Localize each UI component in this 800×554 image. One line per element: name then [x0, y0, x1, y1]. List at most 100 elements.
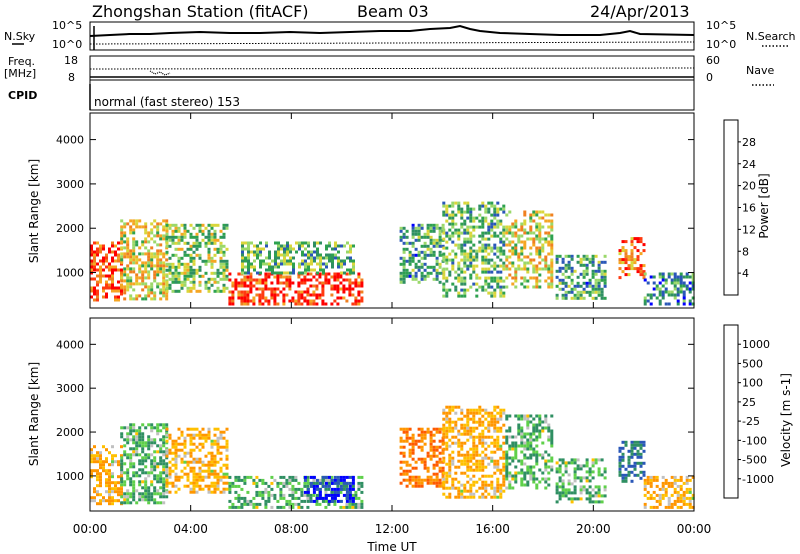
data-cell-velocity-3	[288, 487, 292, 491]
data-cell-power-8	[597, 287, 601, 291]
data-cell-velocity-10	[646, 478, 650, 482]
data-cell-power-6	[499, 270, 503, 274]
data-cell-power-1	[138, 246, 142, 250]
data-cell-velocity-6	[499, 456, 503, 460]
data-cell-power-10	[670, 281, 674, 285]
data-cell-velocity-1	[150, 492, 154, 496]
data-cell-velocity-3	[336, 484, 340, 488]
data-cell-velocity-3	[264, 505, 268, 509]
data-cell-velocity-5	[438, 457, 442, 461]
data-cell-power-8	[594, 296, 598, 300]
data-cell-velocity-5	[426, 430, 430, 434]
data-cell-power-4	[322, 256, 325, 260]
data-cell-power-6	[442, 237, 446, 241]
data-cell-power-3	[336, 287, 340, 291]
data-cell-power-5	[402, 274, 406, 278]
data-cell-power-10	[691, 272, 695, 276]
data-cell-power-5	[420, 262, 424, 266]
data-cell-power-1	[153, 234, 157, 238]
data-cell-power-4	[256, 250, 259, 254]
data-cell-power-3	[339, 281, 343, 285]
data-cell-power-5	[417, 259, 421, 263]
data-cell-power-5	[423, 253, 427, 257]
data-cell-power-8	[561, 266, 565, 270]
data-cell-velocity-7	[547, 435, 551, 439]
data-cell-power-3	[234, 287, 238, 291]
data-cell-power-4	[316, 247, 319, 251]
data-cell-velocity-0	[105, 478, 108, 482]
data-cell-velocity-10	[661, 475, 665, 479]
data-cell-power-1	[120, 246, 124, 250]
data-cell-velocity-6	[496, 477, 500, 481]
data-cell-power-3	[249, 281, 253, 285]
data-cell-velocity-7	[547, 465, 551, 469]
data-cell-power-2	[177, 265, 181, 269]
data-cell-power-5	[429, 238, 433, 242]
data-cell-power-1	[153, 240, 157, 244]
data-cell-velocity-7	[550, 429, 554, 433]
data-cell-power-3	[357, 284, 361, 288]
data-cell-power-5	[411, 268, 415, 272]
data-cell-power-4	[337, 244, 340, 248]
data-cell-power-1	[150, 228, 154, 232]
data-cell-power-2	[222, 259, 226, 263]
data-cell-power-3	[360, 278, 364, 282]
data-cell-velocity-2	[216, 436, 220, 440]
data-cell-velocity-2	[165, 484, 169, 488]
data-cell-velocity-0	[108, 478, 111, 482]
data-cell-velocity-2	[192, 487, 196, 491]
data-cell-power-9	[624, 249, 628, 253]
data-cell-power-5	[408, 241, 412, 245]
data-cell-velocity-6	[463, 441, 467, 445]
data-cell-velocity-3	[252, 505, 256, 509]
data-cell-velocity-6	[493, 495, 497, 499]
data-cell-velocity-6	[460, 447, 464, 451]
data-cell-velocity-7	[514, 465, 518, 469]
data-cell-power-6	[454, 243, 458, 247]
data-cell-velocity-10	[679, 496, 683, 500]
data-cell-velocity-1	[120, 456, 124, 460]
data-cell-power-6	[502, 267, 506, 271]
data-cell-velocity-7	[505, 414, 509, 418]
data-cell-velocity-5	[420, 478, 424, 482]
data-cell-power-5	[429, 229, 433, 233]
data-cell-velocity-1	[156, 477, 160, 481]
data-cell-power-6	[484, 282, 488, 286]
data-cell-velocity-6	[493, 489, 497, 493]
data-cell-velocity-1	[165, 441, 169, 445]
data-cell-velocity-3	[279, 505, 283, 509]
data-cell-power-0	[96, 241, 99, 245]
data-cell-power-10	[676, 281, 680, 285]
data-cell-velocity-5	[429, 457, 433, 461]
data-cell-power-1	[123, 234, 127, 238]
data-cell-velocity-5	[408, 442, 412, 446]
data-cell-power-6	[469, 258, 473, 262]
data-cell-power-9	[639, 252, 643, 256]
nave-trace	[89, 67, 695, 70]
data-cell-velocity-8	[561, 479, 565, 483]
data-cell-power-1	[129, 249, 133, 253]
data-cell-velocity-2	[213, 427, 217, 431]
data-cell-power-5	[435, 256, 439, 260]
data-cell-power-2	[219, 250, 223, 254]
data-cell-power-2	[186, 265, 190, 269]
data-cell-velocity-1	[153, 462, 157, 466]
data-cell-velocity-1	[147, 498, 151, 502]
data-cell-velocity-7	[550, 459, 554, 463]
data-cell-velocity-3	[306, 481, 310, 485]
data-cell-power-8	[594, 272, 598, 276]
data-cell-velocity-1	[132, 423, 136, 427]
data-cell-power-2	[189, 286, 193, 290]
data-cell-velocity-1	[135, 453, 139, 457]
data-cell-velocity-3	[306, 475, 310, 479]
data-cell-power-3	[270, 290, 274, 294]
data-cell-power-4	[241, 268, 244, 272]
data-cell-power-3	[333, 278, 337, 282]
data-cell-power-6	[469, 219, 473, 223]
x-tick-label: 00:00	[677, 522, 712, 536]
data-cell-velocity-7	[529, 414, 533, 418]
data-cell-velocity-7	[520, 414, 524, 418]
data-cell-power-4	[328, 244, 331, 248]
data-cell-power-1	[120, 279, 124, 283]
data-cell-power-4	[325, 253, 328, 257]
